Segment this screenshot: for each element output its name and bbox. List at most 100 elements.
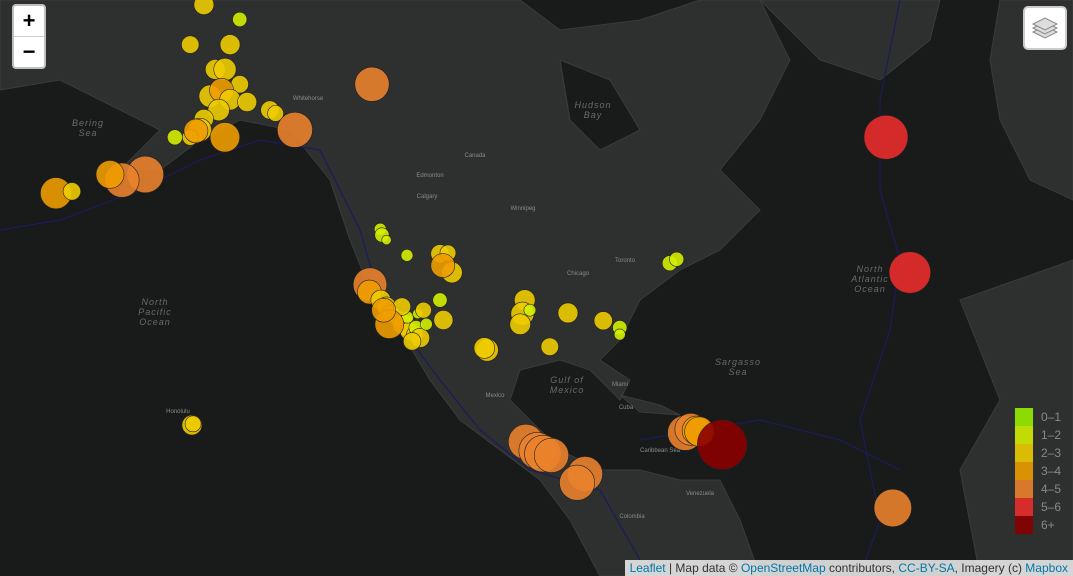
- legend-label: 4–5: [1040, 482, 1061, 496]
- legend-item: 4–5: [1014, 480, 1061, 498]
- legend-swatch: [1014, 516, 1033, 534]
- map-label-line: Winnipeg: [510, 206, 535, 212]
- map-label: Winnipeg: [510, 206, 535, 212]
- attribution-text: contributors,: [825, 561, 899, 575]
- map-label-line: Ocean: [139, 317, 171, 327]
- earthquake: [432, 292, 448, 308]
- map-label-line: Whitehorse: [293, 96, 324, 102]
- earthquake: [277, 111, 313, 148]
- map-label: Venezuela: [686, 491, 715, 497]
- earthquake: [430, 253, 456, 278]
- legend-item: 5–6: [1014, 498, 1061, 516]
- map-label-line: North: [141, 297, 168, 307]
- zoom-control: + −: [12, 4, 46, 69]
- map-label-line: Cuba: [619, 405, 634, 411]
- map-label: Bering Sea: [72, 118, 104, 138]
- earthquake: [232, 11, 248, 27]
- map-label: Miami: [612, 382, 628, 388]
- earthquake: [267, 105, 284, 122]
- map-label-line: Chicago: [567, 271, 590, 277]
- legend-item: 0–1: [1014, 408, 1061, 426]
- earthquake: [873, 488, 912, 528]
- map-label-line: North: [856, 264, 883, 274]
- earthquake: [183, 118, 209, 144]
- earthquake: [166, 129, 183, 146]
- map-label-line: Bering: [72, 118, 104, 128]
- map-label: Canada: [464, 153, 486, 159]
- legend-swatch: [1014, 498, 1033, 516]
- attribution-link[interactable]: CC-BY-SA: [898, 561, 955, 575]
- map-label-line: Bay: [584, 110, 603, 120]
- earthquake: [433, 310, 454, 330]
- legend: 0–1 1–2 2–3 3–4 4–5 5–6 6+: [1014, 408, 1061, 534]
- legend-item: 1–2: [1014, 426, 1061, 444]
- legend-swatch: [1014, 444, 1033, 462]
- earthquakes: [40, 0, 931, 528]
- map-label-line: Miami: [612, 382, 628, 388]
- map-label-line: Sargasso: [715, 357, 761, 367]
- attribution-link[interactable]: Mapbox: [1025, 561, 1068, 575]
- earthquake: [415, 301, 432, 319]
- earthquake: [219, 34, 241, 55]
- earthquake: [237, 92, 258, 112]
- earthquake: [213, 57, 237, 81]
- attribution: Leaflet | Map data © OpenStreetMap contr…: [624, 560, 1073, 576]
- legend-item: 3–4: [1014, 462, 1061, 480]
- map-label-line: Toronto: [615, 258, 636, 264]
- legend-label: 1–2: [1040, 428, 1061, 442]
- map-label-line: Gulf of: [550, 375, 584, 385]
- earthquake: [473, 337, 496, 359]
- map-label-line: Honolulu: [166, 409, 190, 415]
- legend-item: 2–3: [1014, 444, 1061, 462]
- earthquake: [95, 160, 125, 189]
- map-label-line: Colombia: [619, 514, 645, 520]
- zoom-in[interactable]: +: [14, 6, 44, 37]
- legend-label: 0–1: [1040, 410, 1061, 424]
- map-label-line: Hudson: [574, 100, 611, 110]
- earthquake: [697, 419, 748, 470]
- earthquake: [420, 317, 433, 331]
- map-label-line: Caribbean Sea: [640, 448, 681, 454]
- map-label: Whitehorse: [293, 96, 324, 102]
- legend-item: 6+: [1014, 516, 1061, 534]
- map-label: Cuba: [619, 405, 634, 411]
- map-label: Honolulu: [166, 409, 190, 415]
- earthquake: [181, 35, 200, 54]
- legend-swatch: [1014, 426, 1033, 444]
- zoom-out[interactable]: −: [22, 39, 36, 64]
- earthquake: [354, 66, 390, 102]
- legend-swatch: [1014, 408, 1033, 426]
- earthquake: [540, 337, 559, 356]
- map-label: Edmonton: [416, 173, 443, 179]
- earthquake: [400, 249, 414, 262]
- map-label-line: Mexico: [485, 393, 505, 399]
- earthquake: [62, 182, 82, 201]
- legend-label: 6+: [1040, 518, 1055, 532]
- attribution-text: , Imagery (c): [954, 561, 1026, 575]
- earthquake: [523, 303, 537, 317]
- earthquake: [533, 437, 569, 473]
- map-label: Gulf of Mexico: [550, 375, 585, 395]
- attribution-link[interactable]: OpenStreetMap: [740, 561, 826, 575]
- map-label-line: Edmonton: [416, 173, 443, 179]
- map-label: Caribbean Sea: [640, 448, 681, 454]
- attribution-link[interactable]: Leaflet: [629, 561, 666, 575]
- map-label-line: Sea: [728, 367, 747, 377]
- layer-control[interactable]: [1023, 6, 1067, 50]
- earthquake: [593, 311, 613, 331]
- earthquake: [509, 313, 531, 335]
- map-label-line: Atlantic: [850, 274, 889, 284]
- map-label: Hudson Bay: [574, 100, 611, 120]
- legend-label: 3–4: [1040, 464, 1061, 478]
- map-label: North Pacific Ocean: [138, 297, 172, 327]
- map-label-line: Mexico: [550, 385, 585, 395]
- map-label-line: Canada: [464, 153, 486, 159]
- earthquake: [669, 251, 685, 267]
- map-label: North Atlantic Ocean: [850, 264, 889, 294]
- legend-swatch: [1014, 480, 1033, 498]
- map-label-line: Pacific: [138, 307, 172, 317]
- layers-icon: [1031, 17, 1059, 39]
- earthquake: [559, 464, 595, 501]
